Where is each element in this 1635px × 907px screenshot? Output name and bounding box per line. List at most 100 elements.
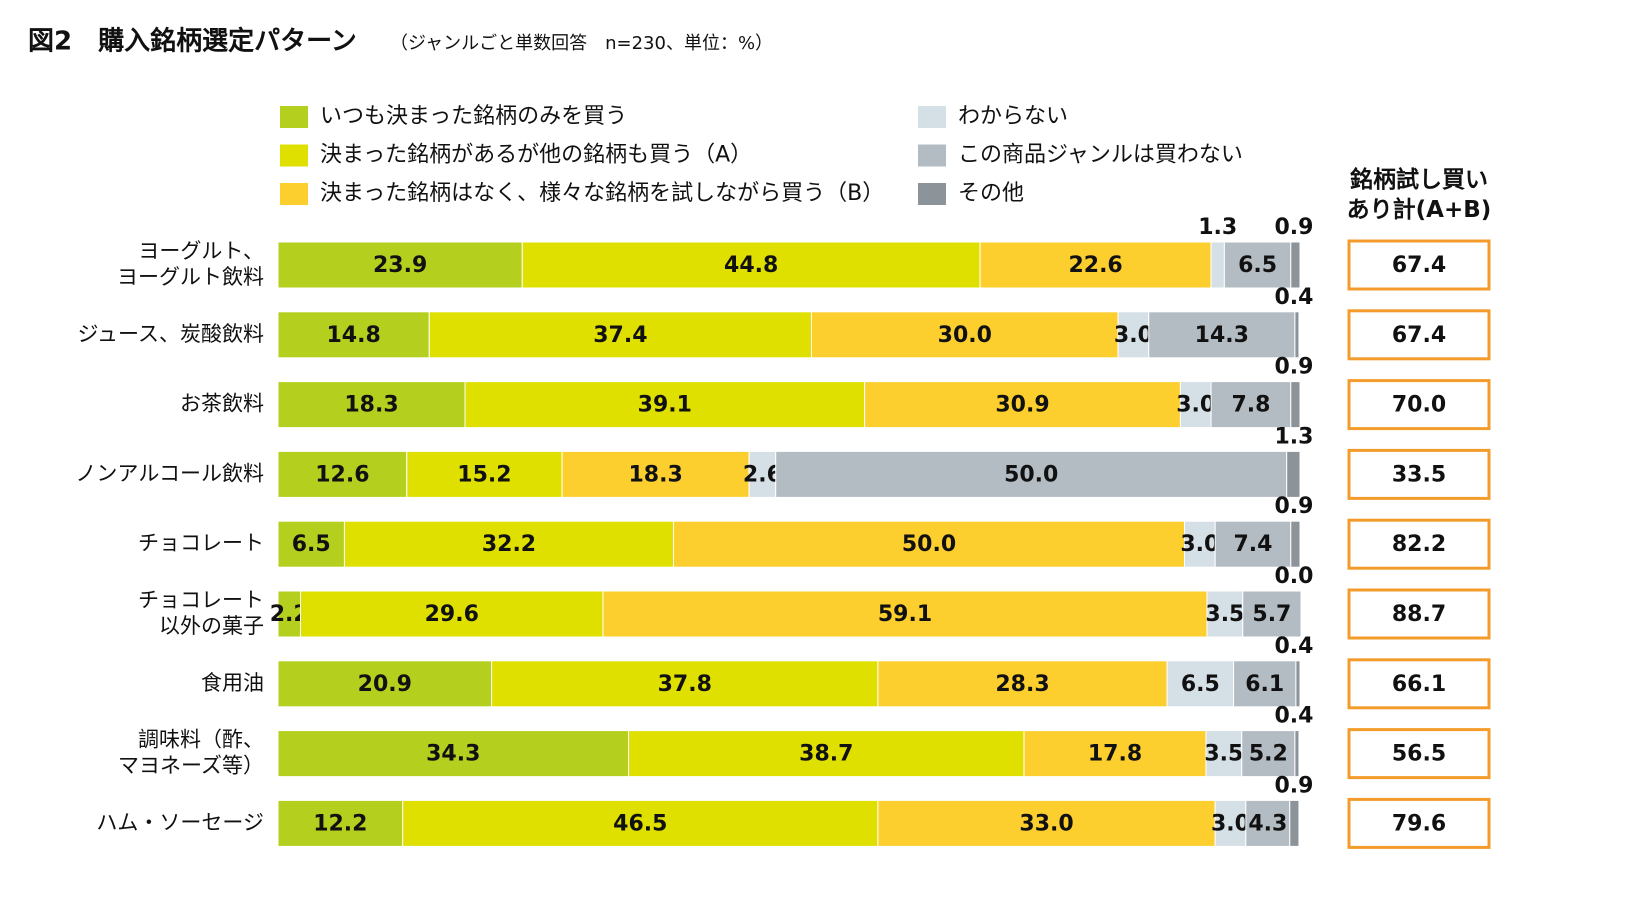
bar-segment [1241,730,1296,778]
value-label: 37.8 [658,672,712,697]
value-label: 6.5 [292,532,331,557]
bar-segment [1295,660,1301,708]
legend-swatch [918,144,946,167]
legend-label: その他 [958,181,1024,206]
bar-segment [464,381,866,429]
category-label: ノンアルコール飲料 [75,461,264,485]
value-label: 3.0 [1211,811,1250,836]
value-label: 5.7 [1252,602,1291,627]
total-label: 88.7 [1392,602,1446,627]
value-label: 50.0 [902,532,956,557]
category-label: ヨーグルト、ヨーグルト飲料 [117,239,264,289]
category-label: チョコレート [138,531,264,555]
value-label: 30.0 [938,323,992,348]
bar-segment [277,241,523,289]
value-label: 14.8 [326,323,380,348]
value-label: 0.9 [1275,355,1314,380]
value-label: 50.0 [1004,462,1058,487]
bar-segment [277,799,404,847]
bar-segment [277,450,408,498]
category-label: ハム・ソーセージ [96,810,264,834]
bar-segment [491,660,879,708]
value-label: 3.0 [1114,323,1153,348]
category-label: 食用油 [201,671,264,695]
bar-segment [877,660,1168,708]
value-label: 0.4 [1275,704,1314,729]
bar-segment [1117,311,1150,359]
value-label: 3.0 [1176,393,1215,418]
value-label: 6.1 [1245,672,1284,697]
value-label: 15.2 [457,462,511,487]
bar-segment [1290,381,1301,429]
bar-segment [1023,730,1207,778]
total-label: 33.5 [1392,462,1446,487]
category-label: 調味料（酢、マヨネーズ等） [118,728,264,778]
bar-segment [1166,660,1235,708]
total-label: 66.1 [1392,672,1446,697]
bar-segment [1290,520,1301,568]
value-label: 4.3 [1248,811,1287,836]
bar-segment [673,520,1186,568]
value-label: 0.9 [1275,773,1314,798]
total-label: 67.4 [1392,323,1446,348]
value-label: 33.0 [1019,811,1073,836]
total-box [1347,239,1491,291]
bar-segment [428,311,812,359]
value-label: 0.4 [1275,285,1314,310]
legend-label: わからない [958,104,1068,129]
bar-segment [864,381,1181,429]
total-label: 82.2 [1392,532,1446,557]
bar-segment [979,241,1212,289]
bar-segment [1294,730,1300,778]
legend-label: 決まった銘柄があるが他の銘柄も買う（A） [320,143,752,168]
bar-segment [277,520,345,568]
legend-label: 決まった銘柄はなく、様々な銘柄を試しながら買う（B） [320,181,884,206]
bar-segment [1148,311,1296,359]
bar-segment [1210,241,1225,289]
total-box [1347,448,1491,500]
value-label: 30.9 [995,393,1049,418]
bar-segment [277,660,493,708]
value-label: 18.3 [628,462,682,487]
value-label: 12.2 [313,811,367,836]
value-label: 29.6 [425,602,479,627]
value-label: 0.4 [1275,634,1314,659]
bar-segment [521,241,981,289]
value-label: 0.9 [1275,494,1314,519]
category-label: チョコレート以外の菓子 [138,588,264,638]
chart-title: 図2 購入銘柄選定パターン [28,26,357,57]
bar-segment [277,311,430,359]
value-label: 5.2 [1249,742,1288,767]
value-label: 34.3 [426,742,480,767]
total-box [1347,797,1491,849]
total-label: 70.0 [1392,393,1446,418]
value-label: 17.8 [1088,742,1142,767]
bar-segment [1214,799,1247,847]
total-label: 79.6 [1392,811,1446,836]
legend-swatch [918,183,946,205]
bar-segment [406,450,563,498]
value-label: 28.3 [995,672,1049,697]
bar-segment [1233,660,1297,708]
value-label: 44.8 [724,253,778,278]
value-label: 22.6 [1068,253,1122,278]
legend-label: いつも決まった銘柄のみを買う [320,104,627,129]
value-label: 39.1 [638,393,692,418]
bar-segment [402,799,879,847]
value-label: 20.9 [358,672,412,697]
bar-segment [1289,799,1300,847]
bar-segment [748,450,777,498]
bar-segment [1245,799,1291,847]
bar-segment [1242,590,1302,638]
value-label: 38.7 [799,742,853,767]
bar-segment [299,590,604,638]
total-box [1347,309,1491,361]
bar-segment [1290,241,1301,289]
legend-swatch [280,183,308,205]
bar-segment [1205,730,1243,778]
value-label: 3.5 [1204,742,1243,767]
bar-segment [775,450,1288,498]
bar-segment [277,381,466,429]
